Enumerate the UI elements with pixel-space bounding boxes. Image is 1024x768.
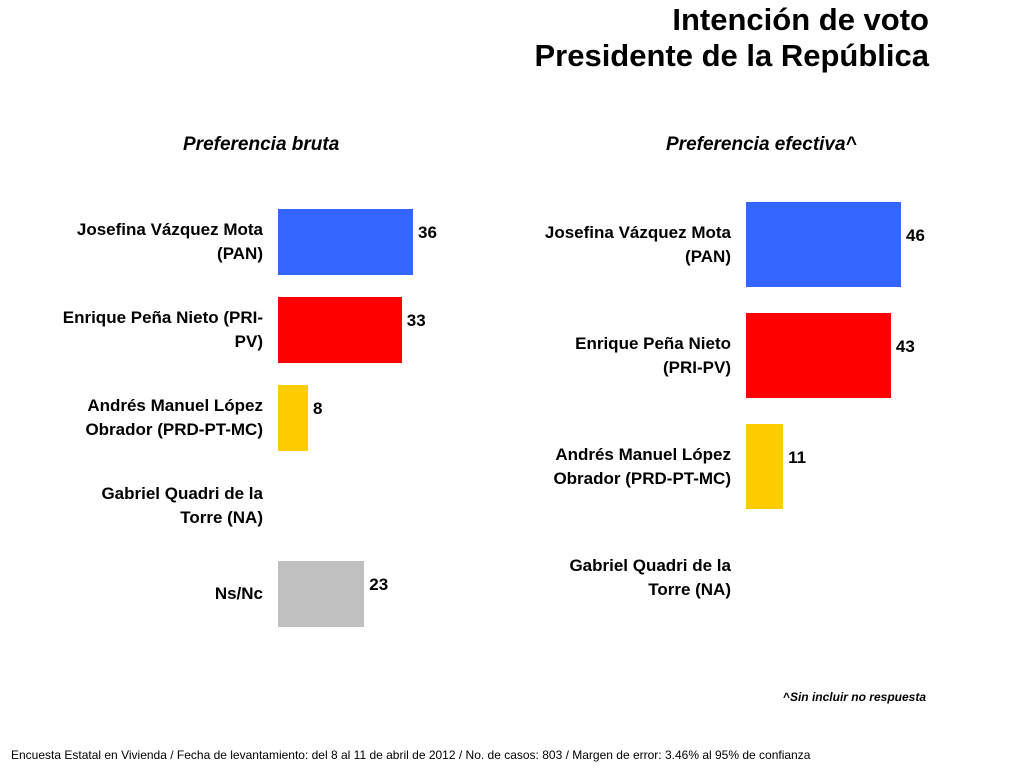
footnote-text: Sin incluir no respuesta [789, 690, 926, 704]
bar-mark [278, 385, 308, 451]
category-label: Enrique Peña Nieto (PRI- PV) [62, 308, 263, 351]
data-label: 46 [906, 225, 925, 245]
chart-title-bruta: Preferencia bruta [183, 134, 340, 155]
data-label: 23 [369, 575, 389, 594]
category-label: Andrés Manuel López Obrador (PRD-PT-MC) [85, 396, 263, 439]
footnote: ^Sin incluir no respuesta [783, 690, 926, 704]
category-label: Gabriel Quadri de la Torre (NA) [569, 555, 731, 599]
bar-mark [278, 561, 365, 627]
bar-mark [746, 313, 891, 398]
footnote-caret: ^ [782, 690, 790, 704]
data-label: 36 [418, 223, 437, 242]
title-line-1: Intención de voto [672, 2, 929, 37]
data-label: 43 [895, 336, 915, 356]
category-label: Ns/Nc [214, 584, 263, 603]
bar-mark [746, 424, 784, 509]
category-label: Josefina Vázquez Mota (PAN) [544, 222, 731, 266]
category-label: Andrés Manuel López Obrador (PRD-PT-MC) [553, 444, 731, 488]
category-label: Josefina Vázquez Mota (PAN) [76, 220, 263, 263]
data-label: 33 [406, 311, 426, 330]
bar-mark [278, 297, 402, 363]
bar-mark [278, 209, 413, 275]
page-title: Intención de voto Presidente de la Repúb… [534, 2, 929, 74]
title-line-2: Presidente de la República [534, 38, 929, 73]
bar-mark [746, 202, 902, 287]
data-label: 8 [313, 399, 323, 418]
chart-title-efectiva: Preferencia efectiva^ [666, 134, 857, 155]
data-label: 11 [788, 447, 807, 467]
category-label: Enrique Peña Nieto (PRI-PV) [575, 333, 731, 377]
category-label: Gabriel Quadri de la Torre (NA) [101, 484, 263, 527]
survey-footer: Encuesta Estatal en Vivienda / Fecha de … [11, 748, 811, 762]
